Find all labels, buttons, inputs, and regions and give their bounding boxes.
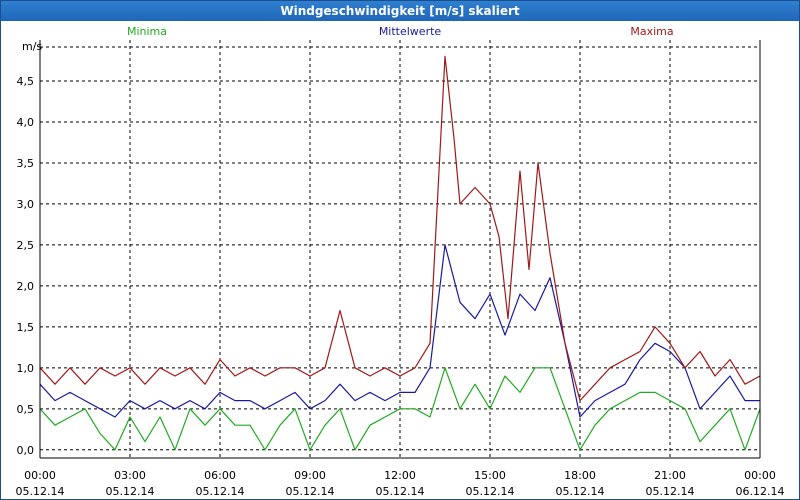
x-tick-date: 05.12.14 xyxy=(556,485,605,498)
legend: Minima Mittelwerte Maxima xyxy=(127,25,674,38)
x-tick-time: 12:00 xyxy=(384,469,416,482)
y-tick-label: 3,5 xyxy=(17,157,35,170)
x-tick-time: 15:00 xyxy=(474,469,506,482)
legend-mittelwerte: Mittelwerte xyxy=(379,25,442,38)
y-tick-label: 0,0 xyxy=(17,444,35,457)
series-line-mittelwerte xyxy=(39,244,760,418)
x-tick-date: 05.12.14 xyxy=(646,485,695,498)
y-tick-label: 4,0 xyxy=(17,116,35,129)
chart-title: Windgeschwindigkeit [m/s] skaliert xyxy=(1,1,799,21)
y-tick-label: 0,5 xyxy=(17,403,35,416)
x-tick-time: 00:00 xyxy=(744,469,776,482)
axes: 0,0 0,5 1,0 1,5 2,0 2,5 3,0 3,5 4,0 4,5 00:00 05.12… xyxy=(16,40,785,498)
series-line-minima xyxy=(39,367,761,451)
y-tick-label: 4,5 xyxy=(17,75,35,88)
legend-minima: Minima xyxy=(127,25,167,38)
x-tick-date: 05.12.14 xyxy=(286,485,335,498)
x-tick-time: 21:00 xyxy=(654,469,686,482)
y-tick-label: 1,5 xyxy=(17,321,35,334)
x-tick-date: 05.12.14 xyxy=(466,485,515,498)
x-tick-time: 06:00 xyxy=(204,469,236,482)
x-tick-time: 00:00 xyxy=(24,469,56,482)
x-tick-date: 05.12.14 xyxy=(196,485,245,498)
x-tick-date: 05.12.14 xyxy=(376,485,425,498)
series-line-maxima xyxy=(39,55,761,402)
x-tick-time: 09:00 xyxy=(294,469,326,482)
y-tick-label: 2,5 xyxy=(17,239,35,252)
y-tick-label: 2,0 xyxy=(17,280,35,293)
series-layer xyxy=(39,55,761,451)
x-tick-date: 05.12.14 xyxy=(106,485,155,498)
y-axis-label: m/s xyxy=(22,40,42,53)
y-tick-label: 1,0 xyxy=(17,362,35,375)
x-tick-date: 05.12.14 xyxy=(16,485,65,498)
y-tick-label: 3,0 xyxy=(17,198,35,211)
legend-maxima: Maxima xyxy=(630,25,673,38)
x-tick-time: 18:00 xyxy=(564,469,596,482)
x-tick-time: 03:00 xyxy=(114,469,146,482)
x-tick-date: 06.12.14 xyxy=(736,485,785,498)
